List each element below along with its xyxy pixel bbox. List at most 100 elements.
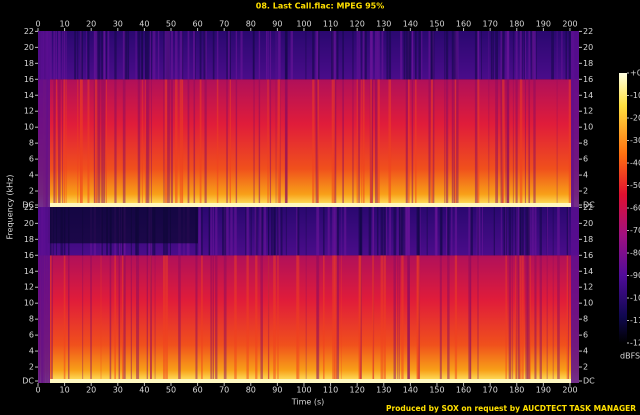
- y-tick-label: 4: [583, 171, 588, 180]
- spectrum-stripe: [315, 31, 319, 80]
- spectrum-stripe: [275, 79, 277, 207]
- x-tick-label: 200: [562, 386, 577, 395]
- colorbar-tick-label: -10: [630, 91, 640, 100]
- spectrum-stripe: [277, 207, 279, 256]
- spectrum-stripe: [362, 79, 365, 207]
- spectrum-stripe: [150, 255, 153, 383]
- spectrum-stripe: [400, 31, 403, 80]
- spectrum-stripe: [506, 31, 510, 80]
- spectrum-stripe: [552, 255, 554, 383]
- spectrum-stripe: [334, 79, 337, 207]
- spectrum-stripe: [340, 207, 342, 256]
- spectrum-stripe: [145, 31, 147, 80]
- spectrum-stripe: [77, 79, 79, 207]
- spectrum-stripe: [317, 255, 320, 383]
- x-tick-label: 80: [246, 386, 256, 395]
- spectrum-stripe: [253, 79, 255, 207]
- spectrum-stripe: [269, 31, 272, 80]
- spectrum-stripe: [512, 207, 514, 256]
- x-tick-label: 20: [86, 20, 96, 29]
- spectrum-stripe: [565, 31, 567, 80]
- spectrum-stripe: [557, 255, 560, 383]
- spectrum-stripe: [130, 255, 132, 383]
- spectrum-stripe: [356, 31, 358, 80]
- spectrum-stripe: [58, 31, 61, 80]
- spectrum-stripe: [68, 255, 70, 383]
- colorbar-tick-label: -70: [630, 226, 640, 235]
- spectrum-stripe: [201, 255, 203, 383]
- spectrum-stripe: [297, 207, 300, 256]
- spectrum-stripe: [234, 255, 237, 383]
- spectrum-stripe: [170, 79, 173, 207]
- spectrum-stripe: [284, 31, 288, 80]
- spectrum-stripe: [377, 79, 380, 207]
- spectrum-stripe: [252, 31, 255, 80]
- y-tick-label: 2: [29, 187, 34, 196]
- spectrum-stripe: [255, 255, 258, 383]
- spectrum-stripe: [431, 79, 434, 207]
- spectrum-stripe: [228, 31, 231, 80]
- spectrum-stripe: [334, 207, 337, 256]
- spectrum-stripe: [150, 31, 152, 80]
- spectrum-stripe: [193, 79, 196, 207]
- y-tick-label: 20: [24, 43, 34, 52]
- spectrum-stripe: [508, 207, 512, 256]
- spectrum-stripe: [145, 79, 146, 207]
- y-tick-label: 10: [24, 299, 34, 308]
- spectrum-stripe: [561, 31, 563, 80]
- x-tick-label: 110: [323, 386, 338, 395]
- x-tick-label: 60: [192, 20, 202, 29]
- spectrum-stripe: [388, 31, 392, 80]
- x-tick-label: 50: [166, 386, 176, 395]
- spectrum-stripe: [167, 31, 170, 80]
- spectrum-stripe: [290, 31, 293, 80]
- x-tick-label: 170: [483, 386, 498, 395]
- spectrum-stripe: [182, 31, 184, 80]
- x-axis-label: Time (s): [291, 398, 325, 407]
- y-tick-label: 8: [583, 139, 588, 148]
- spectrum-edge: [571, 31, 579, 207]
- spectrum-stripe: [124, 31, 128, 80]
- spectrum-stripe: [178, 255, 181, 383]
- spectrum-stripe: [203, 31, 206, 80]
- spectrum-stripe: [210, 255, 212, 383]
- colorbar-tick-label: -90: [630, 271, 640, 280]
- spectrum-stripe: [515, 31, 518, 80]
- spectrum-stripe: [164, 79, 168, 207]
- spectrum-stripe: [62, 31, 63, 80]
- spectrum-stripe: [270, 207, 273, 256]
- spectrum-stripe: [80, 31, 82, 80]
- spectrum-stripe: [58, 79, 61, 207]
- spectrum-stripe: [456, 31, 459, 80]
- y-tick-label: 10: [583, 299, 593, 308]
- spectrum-stripe: [224, 207, 227, 256]
- x-tick-label: 30: [113, 20, 123, 29]
- spectrum-stripe: [401, 207, 404, 256]
- spectrum-stripe: [135, 31, 137, 80]
- spectrum-stripe: [534, 207, 537, 256]
- spectrum-stripe: [500, 79, 504, 207]
- spectrum-stripe: [528, 79, 531, 207]
- x-tick-label: 70: [219, 386, 229, 395]
- spectrum-stripe: [386, 31, 388, 80]
- y-tick-label: 4: [29, 347, 34, 356]
- spectrum-stripe: [454, 255, 458, 383]
- colorbar-label: dBFS: [620, 352, 640, 361]
- spectrum-stripe: [421, 31, 423, 80]
- spectrum-stripe: [258, 31, 261, 80]
- spectrum-stripe: [322, 207, 325, 256]
- spectrum-stripe: [447, 207, 450, 256]
- spectrum-stripe: [517, 255, 520, 383]
- spectrum-stripe: [447, 255, 450, 383]
- spectrum-stripe: [266, 31, 268, 80]
- spectrum-stripe: [567, 255, 569, 383]
- spectrum-stripe: [524, 31, 526, 80]
- x-tick-label: 10: [60, 386, 70, 395]
- spectrum-stripe: [377, 31, 380, 80]
- y-tick-label: 22: [583, 27, 593, 36]
- spectrum-stripe: [360, 207, 362, 256]
- spectrum-stripe: [404, 207, 407, 256]
- colorbar-tick-label: -40: [630, 159, 640, 168]
- spectrum-stripe: [318, 31, 320, 80]
- spectrum-stripe: [372, 255, 375, 383]
